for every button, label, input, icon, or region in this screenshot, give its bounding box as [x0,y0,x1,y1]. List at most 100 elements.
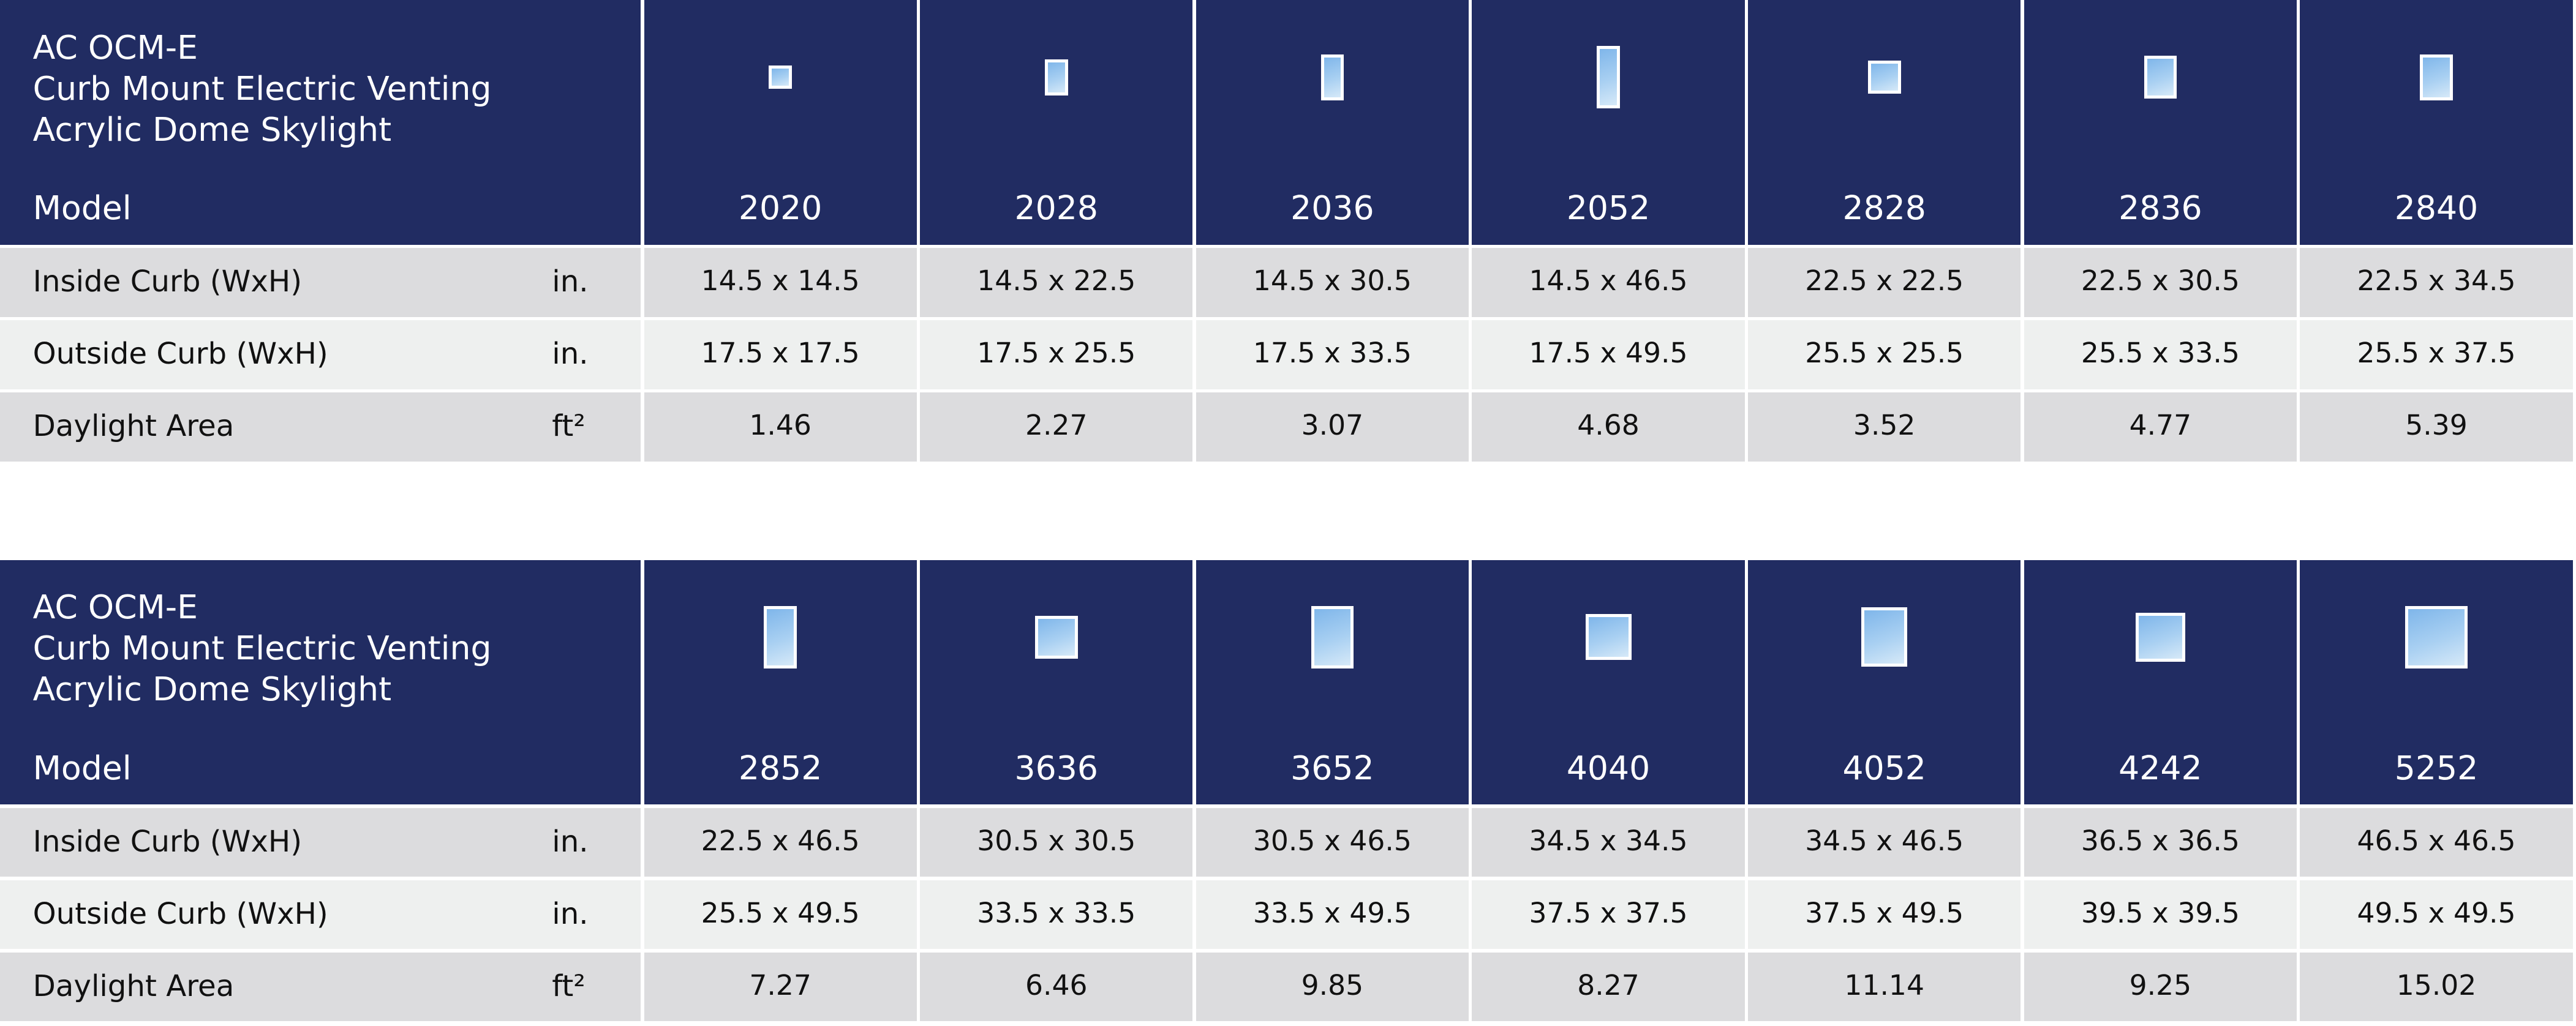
cell-value: 17.5 x 17.5 [701,336,860,369]
cell-value: 4.77 [2129,408,2192,441]
cell-value: 22.5 x 22.5 [1805,264,1964,297]
row-label-cell [0,320,641,389]
model-number: 2852 [738,749,823,788]
value-cell [2024,392,2297,462]
cell-value: 17.5 x 25.5 [977,336,1136,369]
row-label: Inside Curb (WxH) [32,264,303,299]
cell-value: 25.5 x 49.5 [701,896,860,929]
model-number: 2840 [2394,189,2479,228]
row-label: Outside Curb (WxH) [32,336,328,371]
model-number: 4242 [2118,749,2202,788]
row-unit: in. [552,896,589,931]
cell-value: 25.5 x 37.5 [2357,336,2516,369]
cell-value: 5.39 [2405,408,2468,441]
value-cell [644,248,917,317]
header-cell [0,0,641,173]
model-cell [1196,732,1469,805]
cell-value: 34.5 x 34.5 [1529,824,1688,857]
model-number: 4040 [1566,749,1651,788]
model-number: 3652 [1290,749,1374,788]
row-label-cell [0,392,641,462]
value-cell [2300,320,2573,389]
value-cell [1196,392,1469,462]
model-number: 2036 [1290,189,1374,228]
value-cell [2300,807,2573,877]
cell-value: 22.5 x 30.5 [2081,264,2240,297]
value-cell [2300,248,2573,317]
cell-value: 17.5 x 49.5 [1529,336,1688,369]
skylight-icon [769,66,792,89]
cell-value: 37.5 x 37.5 [1529,896,1688,929]
cell-value: 14.5 x 22.5 [977,264,1136,297]
value-cell [2300,392,2573,462]
skylight-icon [1597,46,1620,109]
model-number: 4052 [1842,749,1926,788]
cell-value: 4.68 [1577,408,1640,441]
row-label-cell [0,952,641,1022]
cell-value: 15.02 [2396,968,2477,1002]
table-title-line: Curb Mount Electric Venting [32,69,492,108]
cell-value: 14.5 x 46.5 [1529,264,1688,297]
value-cell [920,248,1193,317]
value-cell [1472,320,1745,389]
model-cell [644,732,917,805]
table-title-line: AC OCM-E [32,588,198,627]
model-cell [1472,732,1745,805]
value-cell [2024,248,2297,317]
model-cell [2024,732,2297,805]
value-cell [920,392,1193,462]
row-unit: in. [552,264,589,299]
value-cell [1196,807,1469,877]
value-cell [644,392,917,462]
value-cell [644,880,917,949]
value-cell [1196,248,1469,317]
cell-value: 9.85 [1301,968,1364,1002]
skylight-icon [1045,59,1068,95]
value-cell [1748,807,2021,877]
value-cell [1748,392,2021,462]
table-title-line: Acrylic Dome Skylight [32,110,392,149]
value-cell [2300,880,2573,949]
model-cell [920,172,1193,245]
model-number: 5252 [2394,749,2479,788]
value-cell [1196,320,1469,389]
value-cell [2024,807,2297,877]
cell-value: 7.27 [749,968,812,1002]
cell-value: 36.5 x 36.5 [2081,824,2240,857]
cell-value: 3.07 [1301,408,1364,441]
value-cell [920,952,1193,1022]
value-cell [2024,880,2297,949]
row-label: Daylight Area [32,408,235,443]
value-cell [644,807,917,877]
cell-value: 30.5 x 30.5 [977,824,1136,857]
value-cell [2024,320,2297,389]
model-number: 3636 [1014,749,1099,788]
header-label: Model [32,749,132,788]
model-cell [2300,172,2573,245]
model-cell [644,172,917,245]
value-cell [1196,952,1469,1022]
cell-value: 17.5 x 33.5 [1252,336,1412,369]
cell-value: 9.25 [2129,968,2192,1002]
skylight-icon [1861,607,1908,667]
cell-value: 22.5 x 46.5 [701,824,860,857]
cell-value: 1.46 [749,408,812,441]
row-label-cell [0,248,641,317]
skylight-icon [2136,612,2185,662]
skylight-icon [1867,61,1901,94]
row-unit: ft² [552,968,586,1003]
cell-value: 22.5 x 34.5 [2357,264,2516,297]
value-cell [2024,952,2297,1022]
cell-value: 30.5 x 46.5 [1252,824,1412,857]
value-cell [1748,880,2021,949]
cell-value: 25.5 x 33.5 [2081,336,2240,369]
cell-value: 46.5 x 46.5 [2357,824,2516,857]
skylight-icon [2405,605,2468,668]
row-label: Inside Curb (WxH) [32,824,303,859]
skylight-icon [2144,56,2177,99]
table-title-line: Acrylic Dome Skylight [32,670,392,709]
model-number: 2836 [2118,189,2202,228]
value-cell [644,952,917,1022]
model-cell [1472,172,1745,245]
